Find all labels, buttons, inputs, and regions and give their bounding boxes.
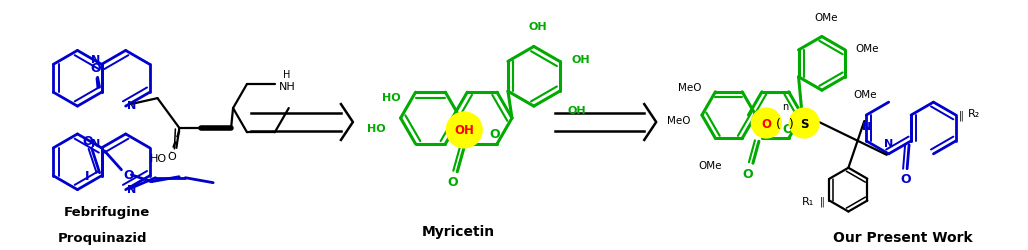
Text: Proquinazid: Proquinazid [58,231,147,244]
Text: S: S [800,117,808,130]
Text: HO: HO [382,93,401,103]
Text: N: N [91,138,101,148]
Text: N: N [861,122,871,132]
Circle shape [446,112,482,148]
Text: R₁: R₁ [802,196,814,206]
Text: OMe: OMe [814,12,838,22]
Text: MeO: MeO [677,82,701,92]
Text: OH: OH [454,124,474,137]
Text: N: N [126,184,136,194]
Text: O: O [82,135,93,148]
Text: OH: OH [528,22,547,32]
Text: O: O [123,168,134,181]
Text: ‖: ‖ [958,110,963,121]
Text: H: H [283,70,291,80]
Text: O: O [742,167,754,180]
Text: Febrifugine: Febrifugine [64,205,150,218]
Text: OH: OH [567,106,586,116]
Text: N: N [91,55,101,65]
Circle shape [790,109,819,138]
Text: HO: HO [367,124,386,134]
Text: HO: HO [150,153,168,163]
Text: O: O [762,117,771,130]
Circle shape [751,109,781,138]
Text: O: O [167,151,176,161]
Text: NH: NH [279,82,295,92]
Text: OMe: OMe [855,44,879,54]
Text: I: I [85,170,89,182]
Text: O: O [90,62,101,74]
Text: O: O [782,122,793,135]
Text: N: N [884,138,893,148]
Text: OMe: OMe [853,89,877,99]
Text: Myricetin: Myricetin [421,224,494,238]
Text: O: O [447,176,457,188]
Text: O: O [901,172,912,186]
Text: O: O [489,128,501,141]
Text: N: N [126,101,136,111]
Text: ‖: ‖ [819,196,824,206]
Text: n: n [782,102,788,112]
Text: MeO: MeO [666,116,690,126]
Text: Our Present Work: Our Present Work [833,230,972,244]
Text: OMe: OMe [699,160,722,170]
Text: (  ): ( ) [776,117,795,130]
Text: R₂: R₂ [967,109,980,118]
Text: OH: OH [572,55,590,65]
